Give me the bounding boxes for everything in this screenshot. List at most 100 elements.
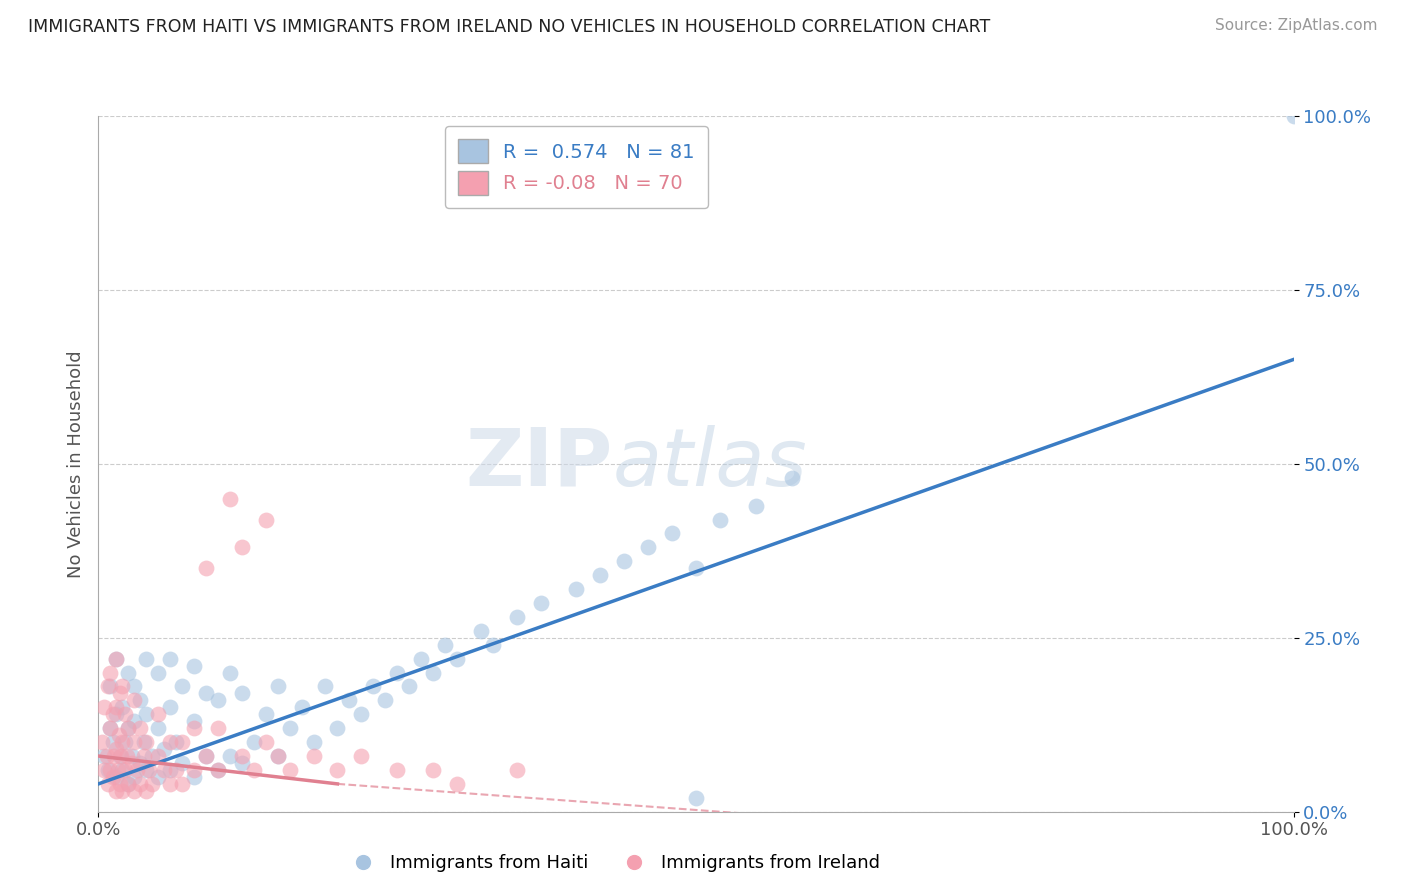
Point [302, 749, 325, 764]
Point [207, 763, 229, 777]
Point [135, 707, 157, 722]
Point [433, 638, 456, 652]
Point [183, 770, 205, 784]
Point [267, 749, 290, 764]
Point [350, 749, 373, 764]
Point [141, 777, 163, 791]
Point [337, 693, 360, 707]
Point [661, 526, 683, 541]
Point [93, 749, 115, 764]
Point [481, 638, 505, 652]
Point [117, 665, 139, 680]
Point [141, 749, 163, 764]
Point [165, 735, 187, 749]
Point [159, 777, 181, 791]
Point [111, 763, 134, 777]
Point [183, 714, 205, 729]
Point [278, 721, 301, 735]
Point [231, 756, 253, 770]
Point [98, 680, 122, 694]
Point [385, 665, 409, 680]
Point [194, 686, 217, 700]
Point [132, 735, 155, 749]
Point [129, 693, 152, 707]
Text: atlas: atlas [612, 425, 807, 503]
Point [115, 749, 138, 764]
Point [422, 763, 444, 777]
Point [93, 700, 115, 714]
Point [105, 651, 128, 665]
Point [135, 784, 157, 798]
Point [194, 749, 217, 764]
Point [129, 777, 152, 791]
Point [98, 763, 122, 777]
Point [103, 749, 125, 764]
Point [105, 651, 128, 665]
Point [108, 777, 131, 791]
Point [183, 763, 205, 777]
Point [153, 742, 176, 756]
Point [254, 707, 277, 722]
Legend: Immigrants from Haiti, Immigrants from Ireland: Immigrants from Haiti, Immigrants from I… [337, 847, 887, 880]
Point [124, 714, 146, 729]
Point [278, 763, 301, 777]
Point [129, 721, 152, 735]
Point [114, 707, 136, 722]
Point [685, 790, 707, 805]
Point [105, 784, 128, 798]
Point [105, 707, 128, 722]
Point [124, 784, 146, 798]
Point [111, 784, 134, 798]
Point [315, 680, 337, 694]
Point [231, 686, 253, 700]
Point [124, 693, 146, 707]
Point [121, 756, 143, 770]
Point [290, 700, 312, 714]
Point [135, 763, 157, 777]
Point [302, 735, 325, 749]
Point [105, 700, 128, 714]
Point [98, 721, 122, 735]
Point [159, 763, 181, 777]
Point [101, 707, 124, 722]
Point [326, 721, 349, 735]
Point [124, 735, 146, 749]
Point [565, 582, 588, 596]
Point [148, 665, 170, 680]
Point [385, 763, 409, 777]
Point [111, 680, 134, 694]
Text: Source: ZipAtlas.com: Source: ZipAtlas.com [1215, 18, 1378, 33]
Point [121, 749, 143, 764]
Point [117, 721, 139, 735]
Point [267, 749, 290, 764]
Point [135, 651, 157, 665]
Point [529, 596, 551, 610]
Point [446, 777, 468, 791]
Point [148, 749, 170, 764]
Point [745, 499, 768, 513]
Text: IMMIGRANTS FROM HAITI VS IMMIGRANTS FROM IRELAND NO VEHICLES IN HOUSEHOLD CORREL: IMMIGRANTS FROM HAITI VS IMMIGRANTS FROM… [28, 18, 990, 36]
Point [110, 749, 132, 764]
Point [172, 777, 194, 791]
Point [207, 693, 229, 707]
Point [172, 735, 194, 749]
Point [243, 735, 266, 749]
Point [153, 763, 176, 777]
Point [148, 707, 170, 722]
Point [254, 512, 277, 526]
Point [219, 491, 242, 506]
Point [231, 749, 253, 764]
Point [637, 541, 659, 555]
Point [111, 735, 134, 749]
Point [114, 763, 136, 777]
Point [124, 770, 146, 784]
Point [111, 700, 134, 714]
Point [219, 749, 242, 764]
Point [97, 763, 120, 777]
Point [107, 763, 129, 777]
Point [470, 624, 492, 638]
Point [159, 700, 181, 714]
Point [374, 693, 396, 707]
Point [97, 777, 120, 791]
Point [422, 665, 444, 680]
